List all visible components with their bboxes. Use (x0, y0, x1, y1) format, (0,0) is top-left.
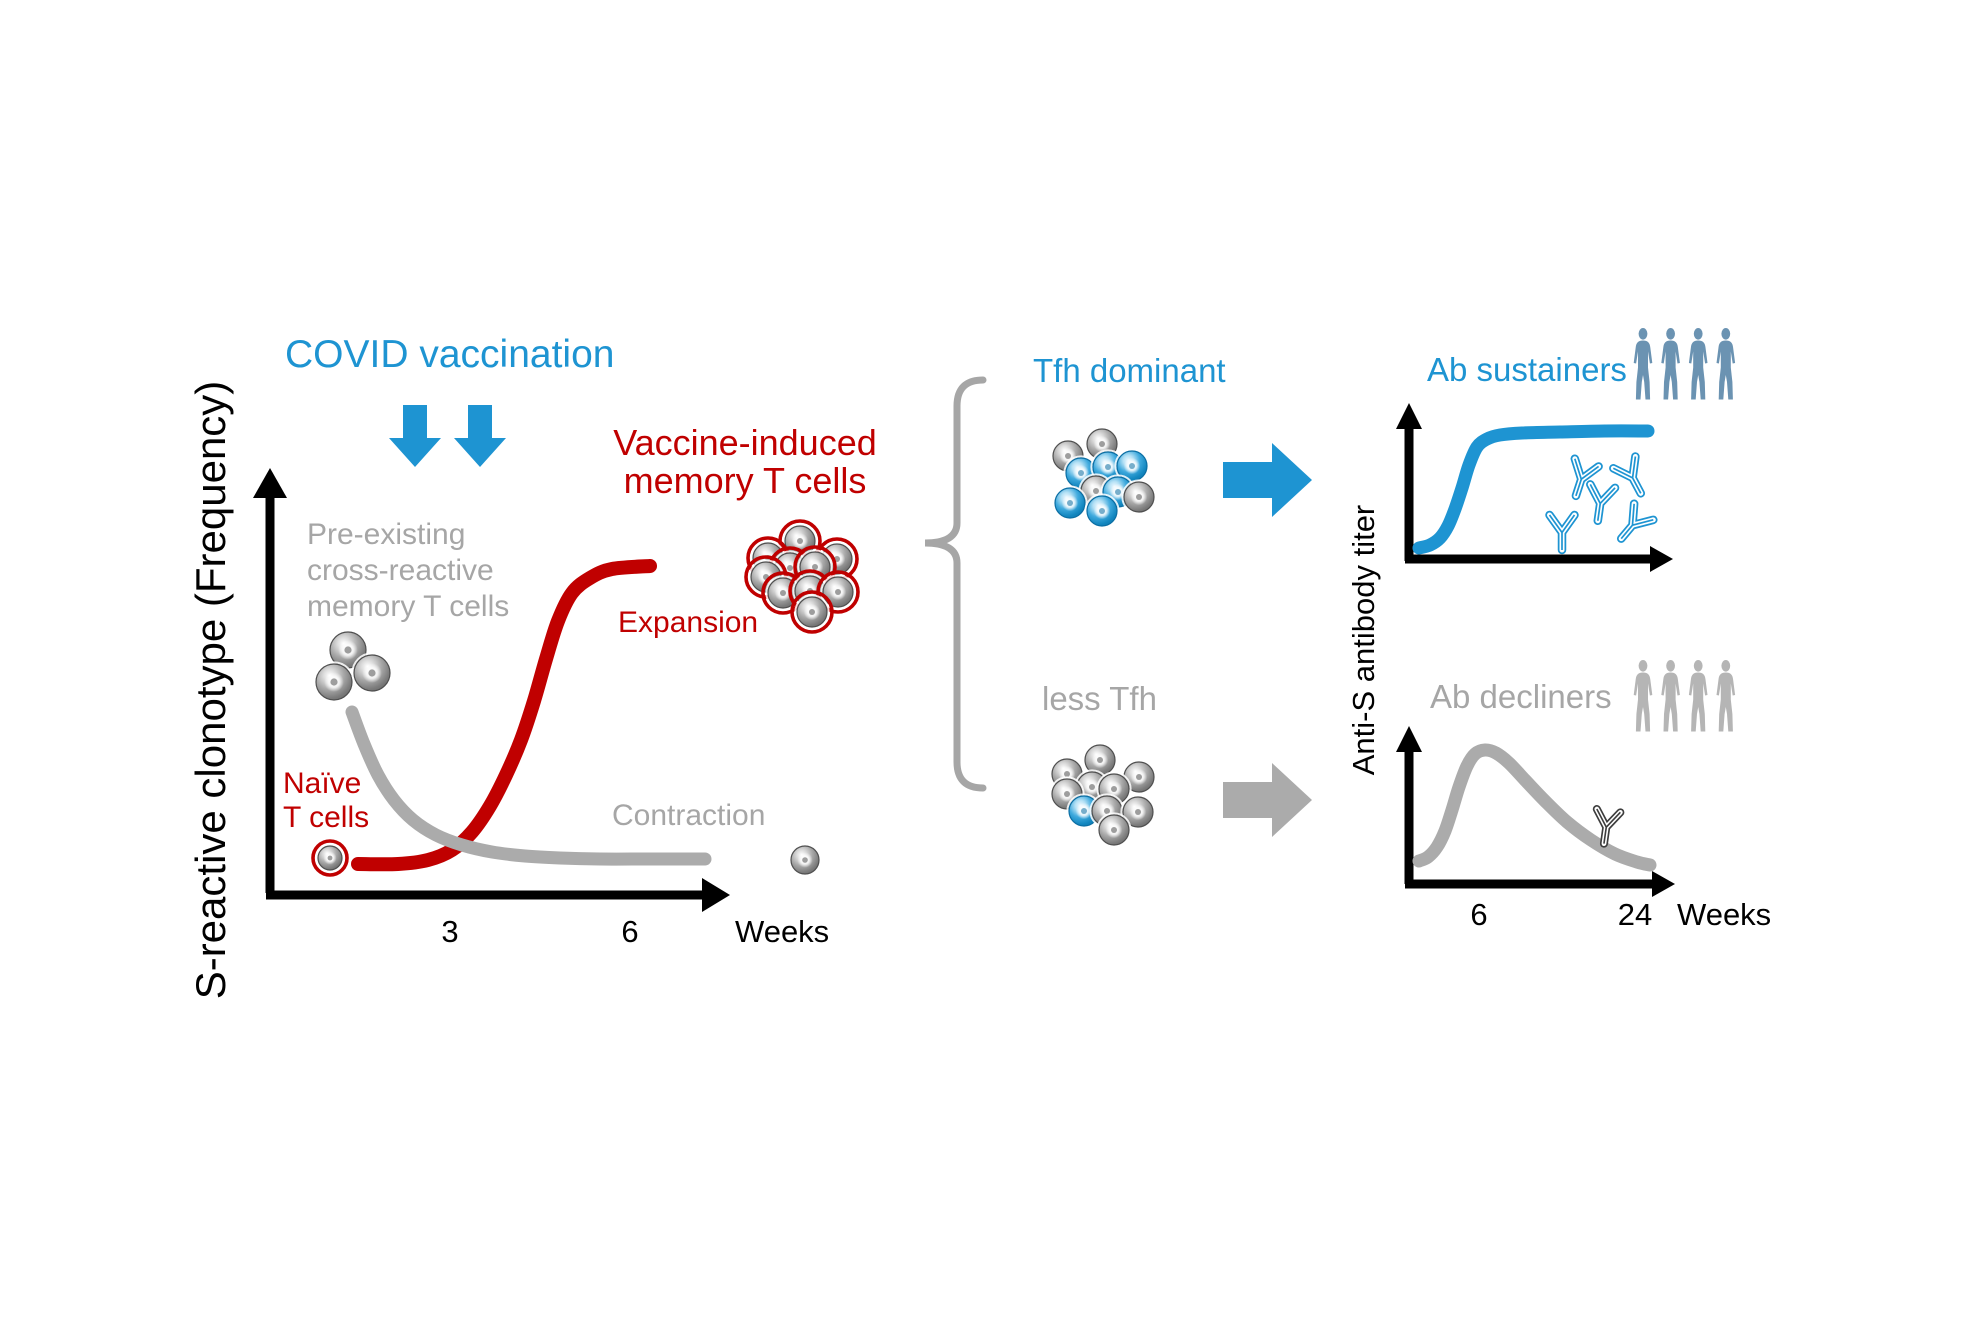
week-24-tick: 24 (1617, 897, 1653, 932)
t-cell-icon (1084, 493, 1120, 529)
antibody-icon (1570, 454, 1603, 501)
person-icon (1716, 328, 1736, 400)
t-cell-icon (1121, 479, 1157, 515)
t-cell-icon (311, 839, 349, 877)
contraction-label: Contraction (612, 799, 766, 832)
antibody-icon (1586, 480, 1620, 526)
vaccine-induced-memory-cells (744, 519, 860, 634)
week-6-tick: 6 (621, 914, 639, 949)
t-cell-icon (1120, 794, 1156, 830)
tfh-dominant-label: Tfh dominant (1033, 352, 1226, 389)
t-cell-icon (790, 590, 834, 634)
t-cell-icon (1052, 485, 1088, 521)
vaccine-dose-arrow-1 (389, 405, 441, 467)
t-cell-icon (1096, 812, 1132, 848)
contracted-memory-cell (788, 843, 822, 877)
sustainer-curve (1412, 424, 1655, 555)
week-6-tick-right: 6 (1470, 897, 1488, 932)
weeks-label-left: Weeks (735, 914, 830, 949)
decliner-people-icons (1633, 660, 1736, 732)
person-icon (1661, 660, 1680, 732)
naive-t-cells-label: Naïve T cells (283, 767, 369, 835)
decliner-x-axis (1405, 871, 1675, 897)
pre-existing-line-3: memory T cells (307, 590, 510, 623)
tfh-dominant-flow-arrow (1223, 443, 1312, 517)
frequency-x-axis (266, 878, 730, 912)
antibody-icon (1592, 805, 1625, 848)
person-icon (1633, 328, 1653, 400)
sustainer-people-icons (1633, 328, 1736, 400)
antibody-icon (1609, 452, 1646, 498)
contraction-curve (345, 705, 712, 866)
t-cell-icon (788, 843, 822, 877)
person-icon (1716, 660, 1736, 732)
vaccine-induced-line-1: Vaccine-induced (613, 422, 877, 463)
naive-line-2: T cells (283, 801, 370, 834)
person-icon (1688, 328, 1708, 400)
ab-sustainers-title: Ab sustainers (1427, 351, 1627, 388)
sustainer-y-axis (1396, 403, 1422, 561)
antibody-icon (1616, 499, 1658, 543)
weeks-label-right: Weeks (1677, 897, 1772, 932)
tfh-dominant-cells (1050, 426, 1157, 529)
covid-vaccination-title: COVID vaccination (285, 333, 615, 376)
vaccine-dose-arrow-2 (454, 405, 506, 467)
frequency-y-axis (253, 468, 287, 893)
t-cell-icon (1082, 742, 1118, 778)
t-cell-icon (1121, 759, 1157, 795)
frequency-y-axis-label: S-reactive clonotype (Frequency) (186, 380, 234, 1000)
vaccine-induced-label: Vaccine-induced memory T cells (613, 424, 877, 500)
decliner-curve (1412, 743, 1657, 872)
t-cell-icon (313, 661, 355, 703)
naive-t-cell (311, 839, 349, 877)
antibody-icon (1545, 510, 1579, 555)
person-icon (1688, 660, 1708, 732)
naive-line-1: Naïve (283, 767, 362, 800)
less-tfh-flow-arrow (1223, 763, 1312, 837)
person-icon (1633, 660, 1653, 732)
pre-existing-memory-cells (313, 629, 393, 703)
vaccine-induced-line-2: memory T cells (623, 460, 867, 501)
expansion-label: Expansion (618, 606, 759, 639)
pre-existing-cells-label: Pre-existing cross-reactive memory T cel… (307, 517, 509, 625)
branching-bracket (924, 376, 987, 792)
t-cell-icon (351, 652, 393, 694)
sustainer-x-axis (1405, 546, 1673, 572)
person-icon (1661, 328, 1680, 400)
week-3-tick: 3 (441, 914, 459, 949)
pre-existing-line-1: Pre-existing (307, 518, 466, 551)
less-tfh-label: less Tfh (1042, 680, 1157, 717)
less-tfh-cells (1049, 742, 1157, 848)
ab-decliners-title: Ab decliners (1430, 678, 1612, 715)
expansion-curve (351, 559, 657, 872)
pre-existing-line-2: cross-reactive (307, 554, 494, 587)
antibody-titer-y-axis-label: Anti-S antibody titer (1346, 504, 1382, 776)
decliner-y-axis (1396, 726, 1422, 884)
